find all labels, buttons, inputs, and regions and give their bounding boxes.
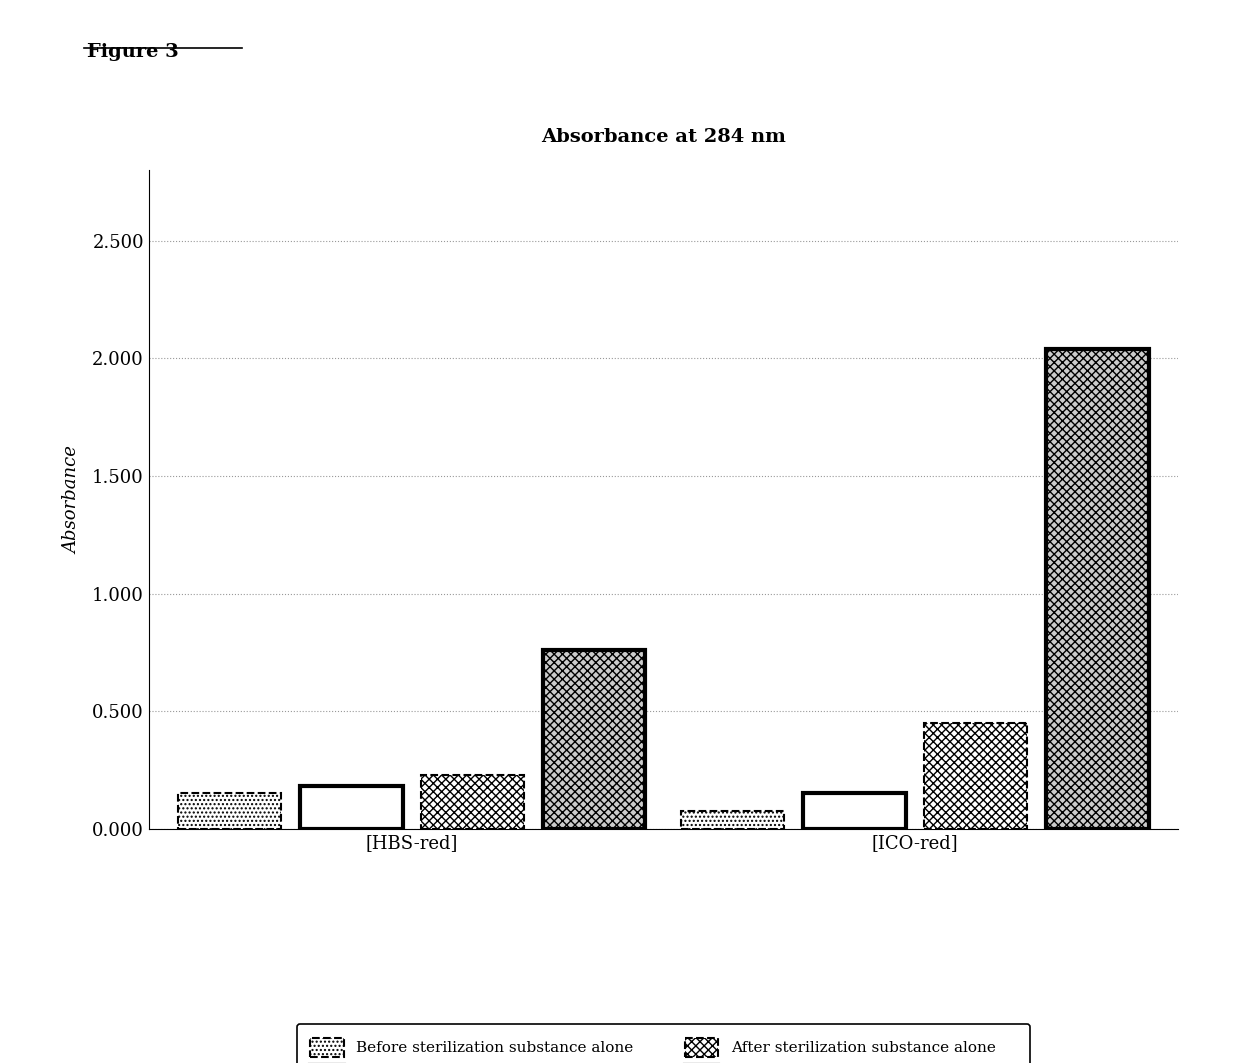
Bar bbox=[422, 775, 525, 829]
Bar bbox=[924, 723, 1027, 829]
Text: Figure 3: Figure 3 bbox=[87, 43, 179, 61]
Bar bbox=[179, 793, 281, 829]
Legend: Before sterilization substance alone, Before sterilization substance + lysine, A: Before sterilization substance alone, Be… bbox=[296, 1024, 1030, 1063]
Bar bbox=[802, 793, 905, 829]
Bar bbox=[681, 811, 784, 829]
Bar bbox=[300, 786, 403, 829]
Y-axis label: Absorbance: Absorbance bbox=[63, 445, 81, 554]
Bar bbox=[543, 651, 646, 829]
Title: Absorbance at 284 nm: Absorbance at 284 nm bbox=[541, 129, 786, 147]
Bar bbox=[1045, 349, 1148, 829]
